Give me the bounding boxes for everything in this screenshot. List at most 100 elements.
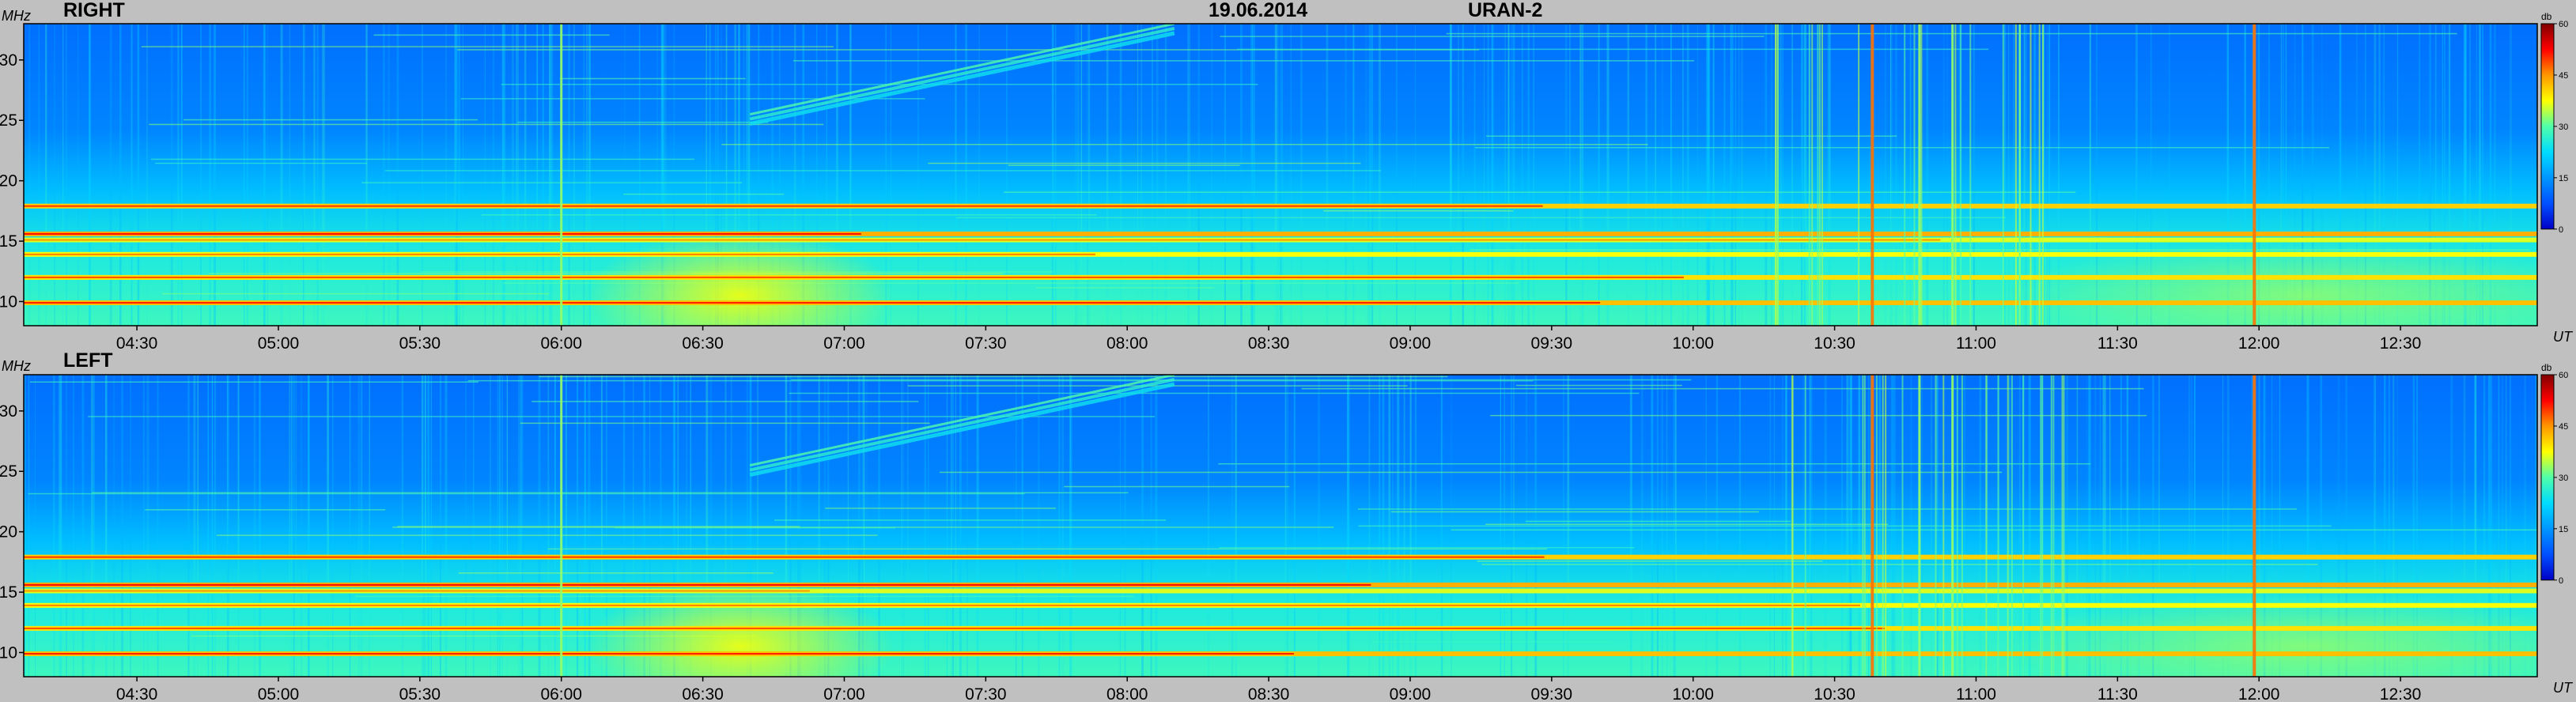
interference-line: [1390, 511, 1759, 513]
texture-streak: [1909, 24, 1912, 326]
horizontal-band: [24, 251, 2537, 257]
texture-streak: [2378, 24, 2381, 326]
texture-streak: [1119, 375, 1121, 677]
texture-streak: [1527, 24, 1530, 326]
texture-streak: [1058, 375, 1061, 677]
interference-line: [1219, 547, 1635, 549]
interference-line: [623, 193, 785, 195]
interference-line: [88, 416, 1156, 417]
texture-streak: [1069, 375, 1071, 677]
texture-streak: [1686, 24, 1689, 326]
texture-streak: [267, 24, 268, 326]
horizontal-band-core: [24, 583, 1371, 586]
burst-cluster-line: [1961, 375, 1963, 677]
texture-streak: [1080, 24, 1083, 326]
texture-streak: [550, 24, 553, 326]
texture-streak: [1770, 24, 1773, 326]
x-tick-label: 09:00: [1390, 685, 1432, 702]
x-tick-label: 07:30: [965, 685, 1007, 702]
texture-streak: [45, 24, 47, 326]
texture-streak: [1052, 24, 1054, 326]
burst-cluster-line: [1960, 24, 1962, 326]
vertical-burst: [1951, 375, 1954, 677]
spectrogram-panel-left: 30 25 20 15 10 04:30 05:00 05:30 06:00 06:30 07:00…: [0, 374, 2538, 702]
texture-streak: [1088, 24, 1091, 326]
texture-streak: [209, 24, 211, 326]
texture-streak: [1021, 375, 1023, 677]
texture-streak: [246, 24, 248, 326]
texture-streak: [743, 24, 745, 326]
texture-streak: [1473, 24, 1476, 326]
texture-streak: [1155, 375, 1158, 677]
texture-streak: [2374, 24, 2377, 326]
texture-streak: [2489, 24, 2492, 326]
texture-streak: [2463, 375, 2466, 677]
texture-streak: [518, 375, 520, 677]
colorbar: 60 45 30 15 0: [2540, 20, 2568, 235]
x-tick-label: 09:30: [1531, 685, 1573, 702]
texture-streak: [2258, 24, 2260, 326]
texture-streak: [946, 375, 948, 677]
texture-streak: [2339, 24, 2342, 326]
interference-line: [520, 422, 930, 425]
texture-streak: [643, 375, 645, 677]
texture-streak: [2474, 375, 2476, 677]
texture-streak: [2396, 375, 2398, 677]
texture-streak: [109, 24, 112, 326]
interference-line: [150, 158, 694, 160]
texture-streak: [2383, 24, 2385, 326]
interference-line: [183, 119, 478, 121]
texture-streak: [2498, 375, 2499, 677]
texture-streak: [1370, 24, 1373, 326]
texture-streak: [2058, 24, 2060, 326]
texture-streak: [501, 24, 504, 326]
texture-streak: [1491, 24, 1494, 326]
texture-streak: [1827, 24, 1830, 326]
texture-streak: [146, 375, 149, 677]
xlabel-left: UT: [2553, 680, 2572, 696]
x-tick-label: 09:30: [1531, 334, 1573, 353]
interference-line: [1486, 135, 1897, 137]
texture-streak: [542, 24, 544, 326]
interference-line: [1237, 48, 1989, 51]
interference-line: [1004, 191, 2076, 193]
texture-streak: [1779, 24, 1782, 326]
x-tick-label: 08:30: [1248, 334, 1290, 353]
interference-line: [373, 34, 610, 36]
burst-cluster-line: [1862, 375, 1864, 677]
texture-streak: [428, 375, 430, 677]
texture-streak: [965, 24, 967, 326]
texture-streak: [2135, 24, 2138, 326]
texture-streak: [785, 375, 788, 677]
burst-cluster-line: [2014, 24, 2017, 326]
burst-cluster-line: [1808, 24, 1810, 326]
texture-streak: [2416, 375, 2418, 677]
texture-streak: [456, 24, 458, 326]
texture-streak: [1286, 375, 1289, 677]
texture-streak: [58, 375, 61, 677]
burst-cluster-line: [1776, 24, 1779, 326]
x-tick-label: 04:30: [116, 334, 158, 353]
texture-streak: [1598, 24, 1600, 326]
x-tick-label: 09:00: [1390, 334, 1432, 353]
horizontal-band-core: [24, 302, 1601, 304]
texture-streak: [1706, 24, 1708, 326]
x-tick-label: 11:30: [2097, 685, 2138, 702]
texture-streak: [1141, 375, 1144, 677]
texture-streak: [1280, 24, 1282, 326]
x-tick-label: 10:30: [1814, 685, 1855, 702]
texture-streak: [2285, 24, 2287, 326]
texture-streak: [746, 375, 749, 677]
colorbar-unit-right: db: [2541, 11, 2552, 22]
burst-cluster-line: [1904, 24, 1906, 326]
horizontal-band-core: [24, 253, 1095, 255]
texture-streak: [214, 24, 216, 326]
texture-streak: [290, 375, 293, 677]
texture-streak: [928, 375, 929, 677]
vertical-burst: [2253, 24, 2256, 326]
x-tick-label: 10:00: [1672, 334, 1714, 353]
burst-cluster-line: [2041, 375, 2044, 677]
burst-cluster-line: [2007, 375, 2009, 677]
texture-streak: [1379, 24, 1381, 326]
interference-line: [825, 508, 1057, 509]
